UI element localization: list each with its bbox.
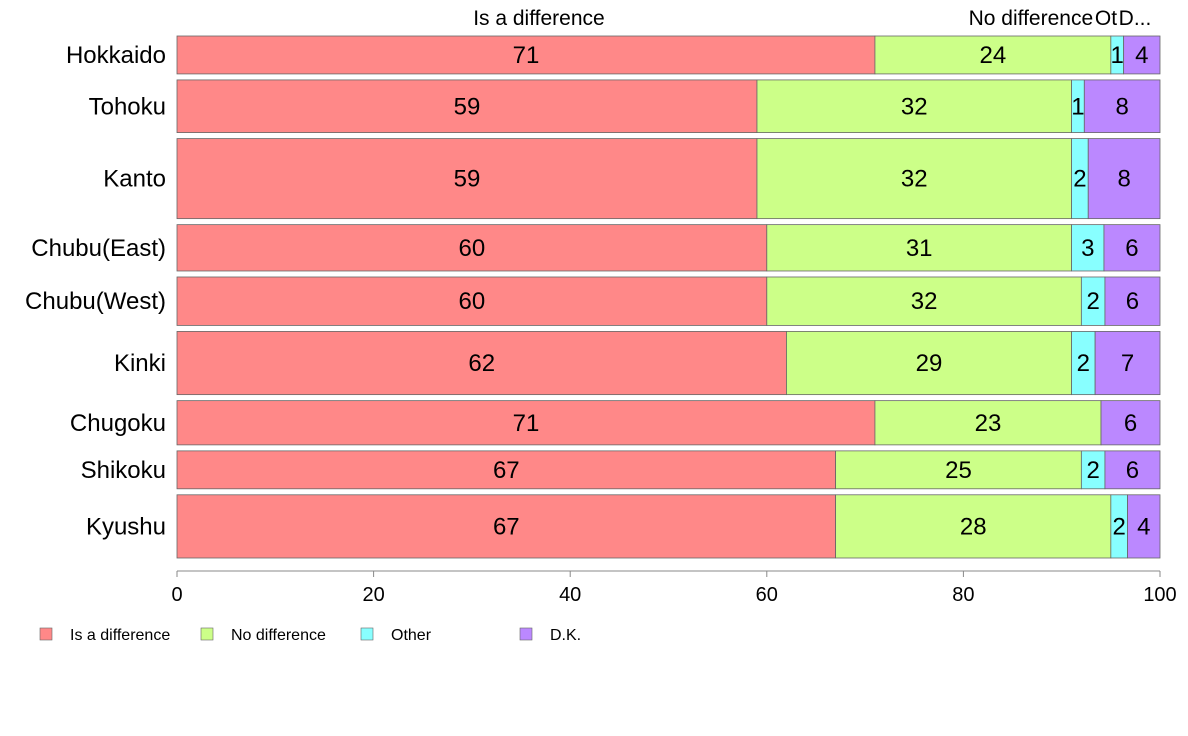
legend-label: Is a difference [70, 627, 170, 644]
data-label: 6 [1126, 457, 1139, 484]
category-label: Chubu(East) [31, 235, 166, 262]
bar-segment [176, 224, 768, 272]
x-tick-label: 80 [952, 584, 974, 606]
data-label: 60 [459, 235, 486, 262]
bar-segment [176, 450, 837, 490]
bar-segment [874, 35, 1112, 75]
legend-swatch [360, 627, 374, 641]
bar-segment [176, 276, 768, 326]
data-label: 67 [493, 513, 520, 540]
bar-segment [1104, 276, 1161, 326]
legend-label: No difference [231, 627, 326, 644]
category-label: Kyushu [86, 513, 166, 540]
data-label: 1 [1071, 93, 1084, 120]
data-label: 62 [468, 350, 495, 377]
data-label: 2 [1086, 457, 1099, 484]
category-label: Tohoku [89, 93, 166, 120]
x-tick-label: 40 [559, 584, 581, 606]
segment-header-label: No difference [969, 7, 1094, 30]
bar-segment [1123, 35, 1161, 75]
data-label: 7 [1121, 350, 1134, 377]
category-label: Hokkaido [66, 42, 166, 69]
bar-segment [1127, 494, 1161, 559]
category-label: Shikoku [81, 457, 166, 484]
x-tick-label: 20 [362, 584, 384, 606]
legend-swatch [519, 627, 533, 641]
x-tick-label: 60 [756, 584, 778, 606]
bar-segment [835, 450, 1082, 490]
data-label: 60 [459, 288, 486, 315]
data-label: 8 [1115, 93, 1128, 120]
bar-segment [766, 276, 1082, 326]
legend-label: D.K. [550, 627, 581, 644]
segment-header-label: D... [1119, 7, 1152, 30]
data-label: 6 [1125, 235, 1138, 262]
bar-segment [1103, 224, 1161, 272]
data-label: 32 [901, 166, 928, 193]
data-label: 6 [1124, 410, 1137, 437]
bar-segment [786, 331, 1072, 396]
data-label: 31 [906, 235, 933, 262]
data-label: 32 [901, 93, 928, 120]
x-tick-label: 100 [1143, 584, 1176, 606]
data-label: 28 [960, 513, 987, 540]
bar-segment [1100, 400, 1161, 446]
data-label: 1 [1111, 42, 1124, 69]
data-label: 59 [454, 166, 481, 193]
data-label: 32 [911, 288, 938, 315]
category-label: Chugoku [70, 410, 166, 437]
bar-segment [176, 400, 876, 446]
bar-segment [176, 331, 787, 396]
data-label: 3 [1081, 235, 1094, 262]
data-label: 67 [493, 457, 520, 484]
data-label: 2 [1073, 166, 1086, 193]
bar-segment [1083, 79, 1161, 133]
data-label: 71 [513, 410, 540, 437]
bar-segment [1094, 331, 1161, 396]
legend-swatch [39, 627, 53, 641]
segment-header-label: Ot [1095, 7, 1117, 30]
data-label: 4 [1137, 513, 1150, 540]
bar-segment [176, 138, 758, 220]
data-label: 25 [945, 457, 972, 484]
segment-header-label: Is a difference [473, 7, 605, 30]
bar-segment [756, 138, 1072, 220]
bar-segment [1104, 450, 1161, 490]
data-label: 71 [513, 42, 540, 69]
data-label: 23 [975, 410, 1002, 437]
category-label: Kinki [114, 350, 166, 377]
category-label: Chubu(West) [25, 288, 166, 315]
category-label: Kanto [103, 166, 166, 193]
data-label: 2 [1113, 513, 1126, 540]
data-label: 6 [1126, 288, 1139, 315]
legend-swatch [200, 627, 214, 641]
data-label: 59 [454, 93, 481, 120]
data-label: 2 [1086, 288, 1099, 315]
x-tick-label: 0 [171, 584, 182, 606]
bar-segment [835, 494, 1112, 559]
bar-segment [176, 35, 876, 75]
data-label: 8 [1117, 166, 1130, 193]
bar-segment [756, 79, 1072, 133]
data-label: 4 [1135, 42, 1148, 69]
bar-segment [1087, 138, 1161, 220]
data-label: 2 [1077, 350, 1090, 377]
bar-segment [766, 224, 1072, 272]
data-label: 29 [916, 350, 943, 377]
bar-segment [874, 400, 1102, 446]
data-label: 24 [980, 42, 1007, 69]
bar-segment [176, 494, 837, 559]
bar-segment [176, 79, 758, 133]
legend-label: Other [391, 627, 432, 644]
